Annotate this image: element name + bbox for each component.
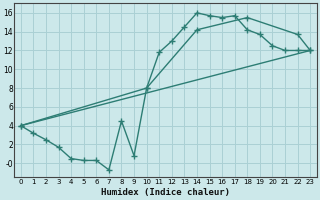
X-axis label: Humidex (Indice chaleur): Humidex (Indice chaleur) [101,188,230,197]
